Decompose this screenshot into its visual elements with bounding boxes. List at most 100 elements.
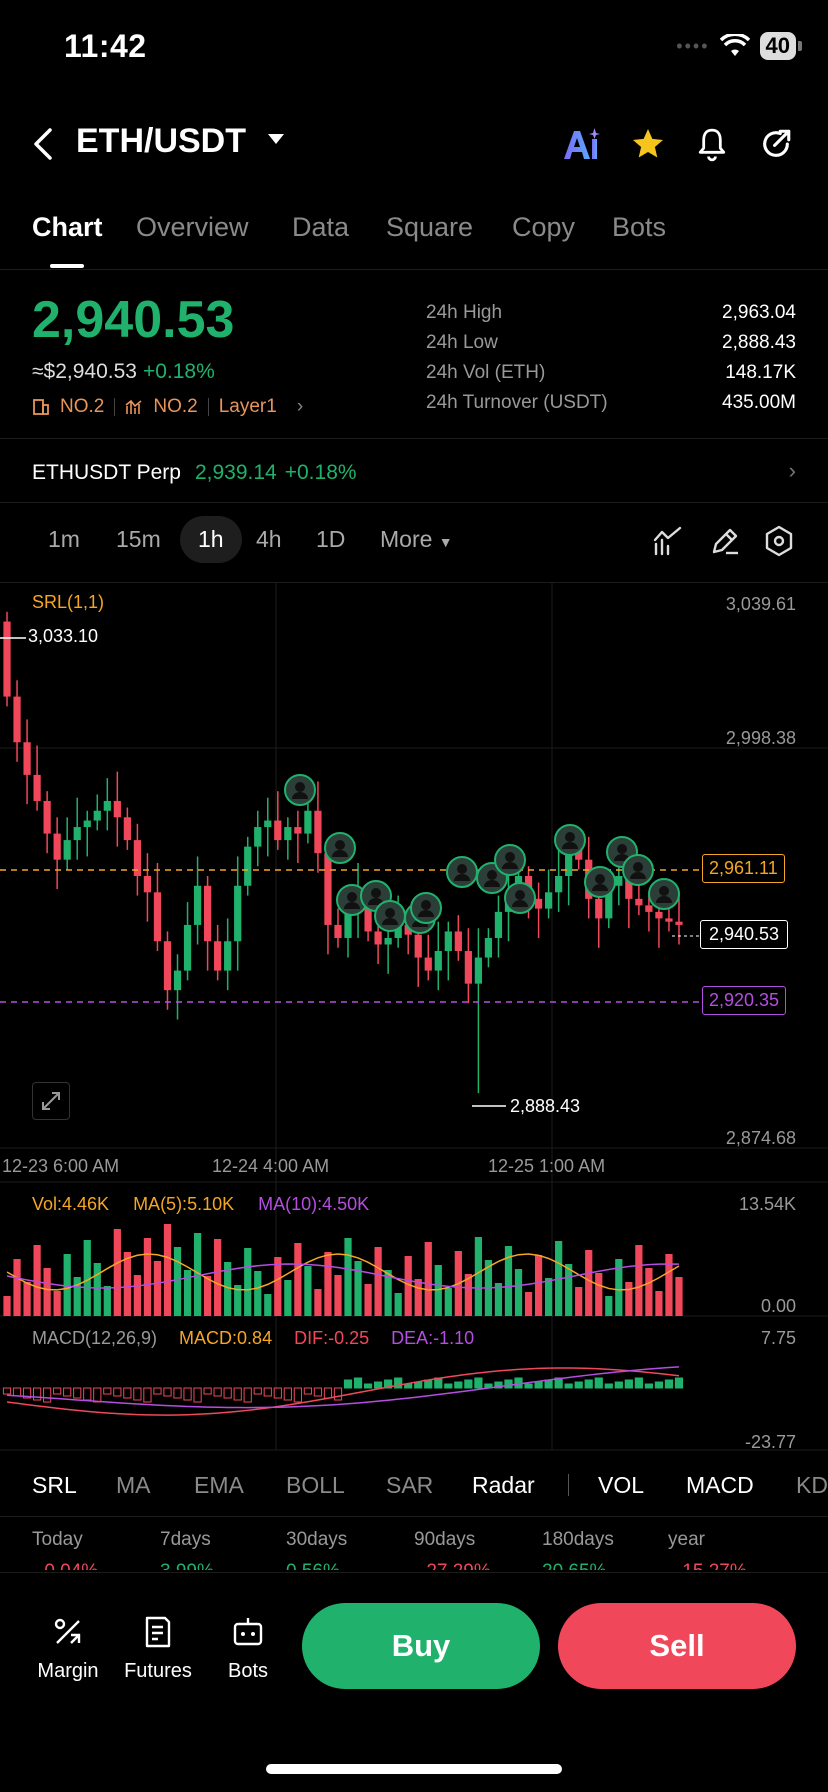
trader-avatar-body [382, 918, 398, 925]
candle-body [224, 941, 232, 971]
bell-icon[interactable] [690, 122, 734, 166]
volume-bar [575, 1287, 583, 1316]
volume-bar [675, 1277, 683, 1316]
volume-bar [354, 1261, 362, 1316]
tab-square[interactable]: Square [386, 212, 474, 242]
tf-4h[interactable]: 4h [256, 526, 282, 552]
sell-button[interactable]: Sell [558, 1603, 796, 1689]
macd-bar [384, 1379, 393, 1389]
fullscreen-icon[interactable] [32, 1082, 70, 1120]
volume-bar [224, 1262, 232, 1316]
macd-bar [113, 1387, 122, 1397]
macd-bar [12, 1387, 22, 1397]
bots-button[interactable]: Bots [208, 1615, 288, 1683]
ind-ema[interactable]: EMA [194, 1472, 244, 1498]
trader-avatar-body [368, 898, 384, 905]
macd-bar [353, 1377, 363, 1389]
tf-more[interactable]: More ▼ [380, 526, 453, 552]
stat-high: 24h High 2,963.04 [426, 302, 796, 323]
perf-180d: 20.65% [542, 1561, 606, 1570]
tab-chart[interactable]: Chart [32, 212, 103, 242]
share-icon[interactable] [754, 122, 798, 166]
candlestick-chart[interactable]: SRL(1,1) 3,039.61 2,998.38 2,874.68 3,03… [0, 582, 828, 1452]
candle-body [173, 970, 182, 991]
ai-icon[interactable] [560, 122, 604, 166]
trader-avatar-body [344, 902, 360, 909]
ind-kd[interactable]: KD [796, 1472, 828, 1498]
perp-row[interactable]: ETHUSDT Perp 2,939.14 +0.18% › [32, 458, 796, 488]
tab-overview[interactable]: Overview [136, 212, 249, 242]
chevron-right-icon[interactable]: › [296, 396, 304, 417]
tf-1d[interactable]: 1D [316, 526, 346, 552]
ind-vol[interactable]: VOL [598, 1472, 645, 1498]
macd-bar [614, 1381, 623, 1389]
margin-label: Margin [37, 1660, 99, 1682]
star-icon[interactable] [626, 122, 670, 166]
macd-bar [2, 1387, 12, 1395]
ind-srl[interactable]: SRL [32, 1472, 77, 1498]
tab-copy[interactable]: Copy [512, 212, 576, 242]
macd-bar [193, 1387, 202, 1403]
last-price-label: 2,940.53 [700, 920, 789, 949]
macd-dif-line [6, 1367, 680, 1416]
volume-bar [33, 1245, 41, 1316]
indicator-icon[interactable] [652, 524, 686, 558]
trader-avatar-body [512, 900, 528, 907]
ind-sar[interactable]: SAR [386, 1472, 434, 1498]
home-indicator[interactable] [266, 1764, 562, 1774]
pair-title[interactable]: ETH/USDT [76, 122, 246, 160]
macd-bar [283, 1387, 292, 1401]
trader-avatar-head [659, 886, 669, 896]
macd-bar [32, 1387, 42, 1401]
macd-bar [504, 1379, 513, 1389]
rank-volume[interactable]: NO.2 [153, 396, 198, 417]
draw-pencil-icon[interactable] [708, 524, 742, 558]
volume-bar [193, 1233, 202, 1316]
vol-value: Vol:4.46K [32, 1194, 110, 1214]
chart-canvas[interactable] [0, 582, 828, 1452]
tab-bots[interactable]: Bots [612, 212, 667, 242]
futures-button[interactable]: Futures [118, 1615, 198, 1683]
margin-button[interactable]: Margin [28, 1615, 108, 1683]
trader-avatar-body [332, 850, 348, 857]
chevron-right-icon[interactable]: › [788, 458, 796, 483]
rank-market-cap[interactable]: NO.2 [60, 396, 105, 417]
candle-body [183, 924, 192, 971]
rank-badges: NO.2 NO.2 Layer1 › [32, 396, 303, 418]
macd-bar [83, 1387, 92, 1401]
settings-hex-icon[interactable] [762, 524, 796, 558]
candle-body [264, 820, 272, 828]
perf-90d-label: 90days [414, 1529, 476, 1550]
macd-dea-line [6, 1366, 680, 1409]
ind-ma[interactable]: MA [116, 1472, 151, 1498]
perf-today: -0.04% [38, 1561, 98, 1570]
sector-tag[interactable]: Layer1 [218, 396, 277, 417]
tab-data[interactable]: Data [292, 212, 350, 242]
macd-bar [243, 1387, 252, 1403]
buy-button[interactable]: Buy [302, 1603, 540, 1689]
wifi-icon [719, 34, 750, 56]
volume-bar [665, 1254, 673, 1316]
macd-bar [123, 1387, 132, 1399]
tf-1h[interactable]: 1h [180, 516, 242, 563]
candle-body [214, 941, 222, 971]
volume-bar [183, 1270, 192, 1316]
volume-bar [625, 1282, 633, 1316]
macd-bar [343, 1379, 353, 1389]
macd-bar [373, 1381, 383, 1389]
candle-body [434, 951, 442, 971]
tf-15m[interactable]: 15m [116, 526, 161, 552]
ind-macd[interactable]: MACD [686, 1472, 754, 1498]
trader-avatar-body [454, 874, 470, 881]
trader-avatar-body [292, 792, 308, 799]
macd-bar [73, 1387, 82, 1399]
perf-30d-label: 30days [286, 1529, 348, 1550]
volume-legend: Vol:4.46K MA(5):5.10K MA(10):4.50K [32, 1194, 369, 1215]
pair-dropdown-icon[interactable] [268, 134, 284, 144]
ind-boll[interactable]: BOLL [286, 1472, 345, 1498]
tab-underline [50, 264, 84, 268]
tf-1m[interactable]: 1m [48, 526, 80, 552]
ind-radar[interactable]: Radar [472, 1472, 535, 1498]
volume-bar [334, 1275, 342, 1316]
back-icon[interactable] [28, 124, 58, 164]
